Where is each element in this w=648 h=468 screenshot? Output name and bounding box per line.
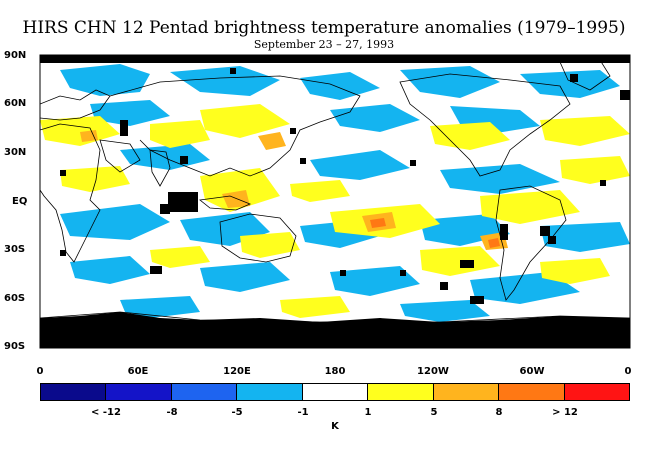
colorbar-segment xyxy=(367,384,433,400)
colorbar-segment xyxy=(498,384,564,400)
colorbar-segment xyxy=(301,384,368,400)
lat-label-90n: 90N xyxy=(4,50,27,61)
lat-label-60n: 60N xyxy=(4,98,27,109)
colorbar-segment xyxy=(41,384,106,400)
south-america-outline xyxy=(495,185,567,301)
colorbar-segment xyxy=(563,384,629,400)
colorbar-label: -8 xyxy=(166,407,178,418)
colorbar-label: -1 xyxy=(297,407,309,418)
colorbar-segment xyxy=(105,384,171,400)
lon-label-120w: 120W xyxy=(417,366,449,377)
lat-label-eq: EQ xyxy=(12,196,28,207)
lon-label-0: 0 xyxy=(36,366,44,377)
north-america-outline xyxy=(399,73,571,177)
hot-anomaly-patches xyxy=(370,218,500,248)
australia-outline xyxy=(219,213,297,263)
lat-label-30n: 30N xyxy=(4,147,27,158)
india-outline xyxy=(149,149,171,187)
colorbar-label: 1 xyxy=(364,407,372,418)
colorbar-label: 8 xyxy=(495,407,503,418)
colorbar-label: 5 xyxy=(430,407,438,418)
anomaly-map xyxy=(39,54,631,349)
colorbar-segment xyxy=(170,384,237,400)
colorbar-segment xyxy=(432,384,499,400)
colorbar-unit: K xyxy=(331,421,339,432)
arabia-outline xyxy=(99,139,141,173)
map-frame xyxy=(39,54,631,349)
colorbar-label: > 12 xyxy=(552,407,578,418)
lon-label-180: 180 xyxy=(324,366,346,377)
colorbar-label: -5 xyxy=(231,407,243,418)
lon-label-0-end: 0 xyxy=(624,366,632,377)
warm-anomaly-patches xyxy=(40,104,630,318)
map-subtitle: September 23 – 27, 1993 xyxy=(253,38,395,51)
colorbar-label: < -12 xyxy=(91,407,121,418)
lat-label-60s: 60S xyxy=(4,293,26,304)
greenland-outline xyxy=(559,59,611,91)
colorbar-segment xyxy=(236,384,302,400)
missing-data-regions xyxy=(40,55,630,348)
colorbar xyxy=(40,383,630,401)
indonesia-outline xyxy=(199,195,252,211)
lat-label-30s: 30S xyxy=(4,244,26,255)
africa-outline xyxy=(40,123,101,263)
asia-outline xyxy=(109,75,361,177)
lat-label-90s: 90S xyxy=(4,341,26,352)
lon-label-120e: 120E xyxy=(223,366,251,377)
map-title: HIRS CHN 12 Pentad brightness temperatur… xyxy=(22,18,626,38)
coastline-outlines xyxy=(40,59,630,323)
lon-label-60e: 60E xyxy=(127,366,149,377)
lon-label-60w: 60W xyxy=(519,366,545,377)
antarctica-outline xyxy=(40,311,630,323)
